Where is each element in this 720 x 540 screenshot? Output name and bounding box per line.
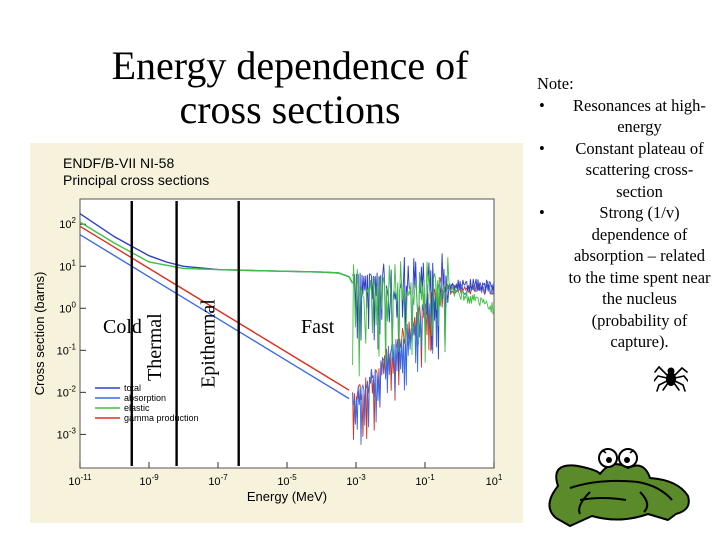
series-resonances-elastic [352,257,494,377]
note-item: • Strong (1/v) dependence of absorption –… [537,202,717,353]
series-line-gamma-production [79,225,350,391]
x-tick-label: 10-1 [415,473,435,488]
notes-panel: Note: • Resonances at high-energy • Consta… [537,73,717,353]
slide-title-line-2: cross sections [179,87,401,132]
note-text: Resonances at high-energy [573,95,706,137]
x-axis-label: Energy (MeV) [247,489,327,504]
y-tick-label: 101 [59,258,76,273]
legend-label: absorption [124,393,166,403]
bullet: • [539,95,545,115]
series-line-elastic [79,221,354,284]
cross-section-plot: 10-11 10-9 10-7 10-5 10-3 10-1 101 102 101 100 10-… [32,198,503,504]
frog-icon [548,448,690,527]
series-resonances-gamma-production [352,277,495,440]
y-tick-label: 102 [59,216,76,231]
figure-header: ENDF/B-VII NI-58 Principal cross section… [63,155,209,189]
cross-section-figure: ENDF/B-VII NI-58 Principal cross section… [30,143,523,523]
figure-header-line-1: ENDF/B-VII NI-58 [63,155,175,171]
region-label-cold: Cold [103,316,142,338]
x-tick-label: 10-11 [68,473,92,488]
x-tick-label: 10-7 [208,473,228,488]
slide-title: Energy dependence of cross sections [70,44,510,132]
series-line-absorption [79,234,350,400]
region-label-epithermal: Epithermal [198,299,220,388]
bullet: • [539,138,545,158]
region-label-fast: Fast [301,316,335,338]
note-text: Constant plateau of scattering cross-sec… [575,138,704,201]
y-tick-label: 10-3 [57,426,77,441]
notes-list: • Resonances at high-energy • Constant pla… [537,95,717,353]
bullet: • [539,203,545,222]
x-tick-label: 10-9 [139,473,159,488]
note-item: • Constant plateau of scattering cross-se… [537,138,717,203]
y-tick-label: 10-2 [57,384,77,399]
region-label-thermal: Thermal [144,313,166,381]
figure-header-line-2: Principal cross sections [63,172,210,188]
spider-icon [654,365,688,392]
x-tick-label: 10-3 [346,473,366,488]
note-item: • Resonances at high-energy [537,95,717,138]
slide-title-line-1: Energy dependence of [111,43,469,88]
y-tick-label: 100 [59,300,76,315]
x-tick-label: 10-5 [277,473,297,488]
legend-label: elastic [124,403,150,413]
note-text: Strong (1/v) dependence of absorption – … [568,203,711,351]
y-axis-label: Cross section (barns) [32,272,47,396]
series-resonances-total [352,253,495,372]
notes-heading: Note: [537,74,574,93]
legend-label: gamma production [124,413,199,423]
x-tick-label: 101 [486,473,503,488]
y-tick-label: 10-1 [57,342,77,357]
